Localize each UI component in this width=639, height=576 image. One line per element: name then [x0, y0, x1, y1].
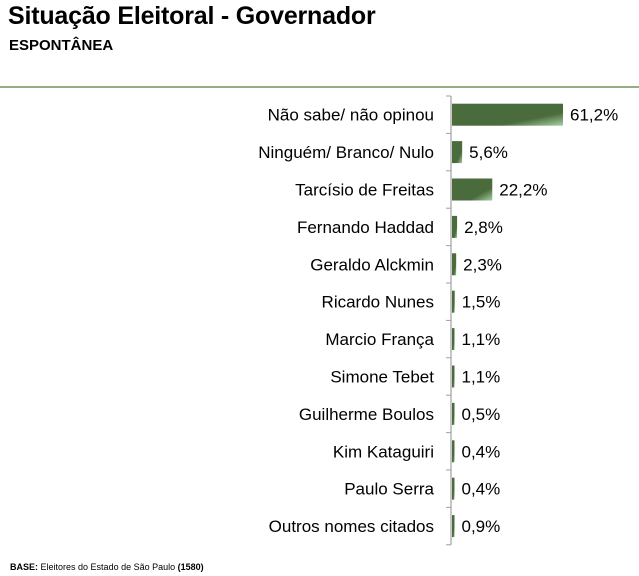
data-label: 2,3% [463, 255, 502, 274]
bar [452, 402, 455, 425]
data-label: 5,6% [469, 143, 508, 162]
base-note: BASE: Eleitores do Estado de São Paulo (… [10, 562, 204, 572]
data-label: 1,1% [462, 330, 501, 349]
category-label: Simone Tebet [330, 368, 434, 387]
bar [452, 215, 458, 238]
category-label: Não sabe/ não opinou [268, 106, 434, 125]
data-label: 2,8% [464, 218, 503, 237]
data-label: 61,2% [570, 106, 618, 125]
bar [452, 440, 455, 463]
category-label: Outros nomes citados [269, 517, 434, 536]
category-label: Ninguém/ Branco/ Nulo [258, 143, 434, 162]
base-label: BASE: [10, 562, 39, 572]
data-label: 0,4% [462, 480, 501, 499]
data-label: 0,9% [462, 517, 501, 536]
category-label: Paulo Serra [344, 480, 434, 499]
bar [452, 477, 455, 500]
category-label: Tarcísio de Freitas [295, 181, 434, 200]
data-label: 1,1% [462, 368, 501, 387]
bar [452, 290, 455, 313]
bar [452, 328, 455, 351]
category-label: Guilherme Boulos [299, 405, 434, 424]
category-label: Marcio França [325, 330, 434, 349]
category-label: Ricardo Nunes [322, 293, 434, 312]
category-label: Kim Kataguiri [333, 442, 434, 461]
chart-title: Situação Eleitoral - Governador [8, 2, 376, 30]
bar [452, 141, 463, 164]
data-label: 0,5% [462, 405, 501, 424]
bar [452, 253, 457, 276]
header-divider [0, 86, 639, 88]
data-label: 22,2% [499, 181, 547, 200]
base-count: (1580) [177, 562, 204, 572]
bar [452, 365, 455, 388]
data-label: 1,5% [462, 293, 501, 312]
category-label: Geraldo Alckmin [310, 255, 434, 274]
category-label: Fernando Haddad [297, 218, 434, 237]
chart-subtitle: ESPONTÂNEA [9, 37, 114, 54]
bar [452, 178, 493, 201]
bar [452, 103, 563, 126]
data-label: 0,4% [462, 442, 501, 461]
bar [452, 515, 455, 538]
base-text: Eleitores do Estado de São Paulo [40, 562, 176, 572]
